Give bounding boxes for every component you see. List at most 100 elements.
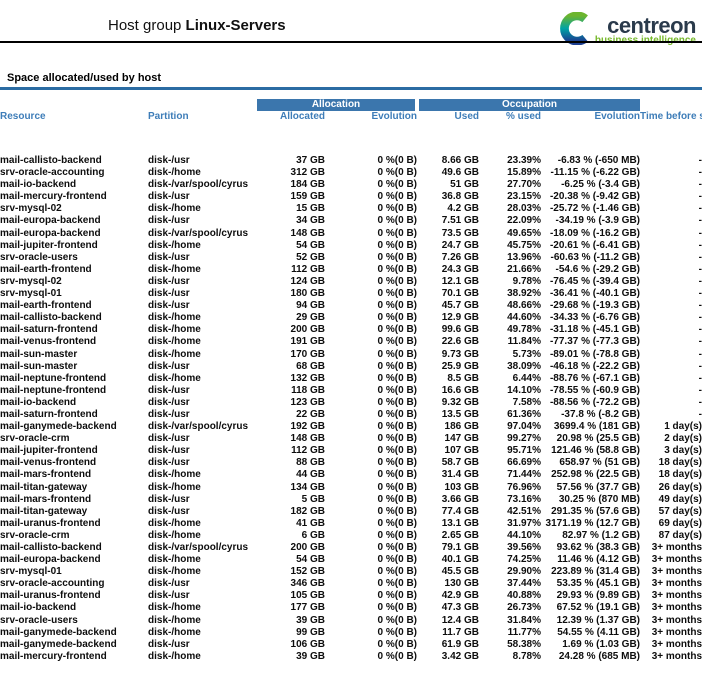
allocation-evolution-cell: 0 %(0 B)	[377, 384, 417, 396]
pct-used-cell: 42.51%	[507, 505, 541, 517]
occupation-evolution-cell: -78.55 % (-60.9 GB)	[549, 384, 641, 396]
page-title-label: Host group	[108, 17, 182, 34]
table-row: mail-callisto-backend disk-/var/spool/cyr…	[0, 542, 702, 554]
pct-used-cell: 39.56%	[507, 542, 541, 553]
allocated-cell: 124 GB	[290, 275, 325, 287]
pct-used-cell: 15.89%	[507, 167, 541, 179]
resource-cell: mail-saturn-frontend	[0, 408, 98, 420]
pct-used-cell: 9.78%	[512, 275, 541, 287]
column-header-time-before-saturation: Time before saturation	[640, 111, 702, 122]
allocation-evolution-cell: 0 %(0 B)	[377, 529, 417, 541]
resource-cell: mail-uranus-frontend	[0, 590, 101, 602]
table-row: mail-mars-frontend disk-/home 44 GB 0 %(0 B…	[0, 469, 702, 481]
table-row: mail-ganymede-backend disk-/usr 106 GB 0 %(…	[0, 639, 702, 651]
allocated-cell: 68 GB	[296, 360, 325, 372]
partition-cell: disk-/home	[148, 602, 201, 614]
occupation-evolution-cell: 57.56 % (37.7 GB)	[556, 481, 641, 493]
time-before-saturation-cell: -	[698, 348, 702, 360]
time-before-saturation-cell: 3 day(s)	[664, 445, 702, 457]
resource-cell: srv-oracle-accounting	[0, 578, 105, 590]
resource-cell: srv-oracle-accounting	[0, 167, 105, 179]
pct-used-cell: 13.96%	[507, 251, 541, 263]
time-before-saturation-cell: -	[698, 408, 702, 420]
allocated-cell: 184 GB	[290, 179, 325, 191]
pct-used-cell: 58.38%	[507, 638, 541, 650]
used-cell: 4.2 GB	[447, 203, 479, 215]
pct-used-cell: 23.15%	[507, 191, 541, 203]
centreon-logo: centreon business intelligence	[557, 11, 697, 50]
occupation-evolution-cell: 54.55 % (4.11 GB)	[557, 626, 641, 638]
time-before-saturation-cell: -	[698, 179, 702, 191]
occupation-evolution-cell: 252.98 % (22.5 GB)	[551, 469, 641, 481]
pct-used-cell: 7.58%	[512, 396, 541, 408]
table-row: mail-europa-backend disk-/usr 34 GB 0 %(0 B…	[0, 215, 702, 227]
pct-used-cell: 28.03%	[507, 203, 541, 215]
time-before-saturation-cell: 3+ months	[651, 578, 702, 590]
group-header-spacer	[0, 99, 252, 111]
occupation-evolution-cell: -54.6 % (-29.2 GB)	[555, 263, 641, 275]
section-divider	[0, 87, 702, 90]
table-row: mail-saturn-frontend disk-/home 200 GB 0 %(…	[0, 324, 702, 336]
pct-used-cell: 6.44%	[512, 372, 541, 384]
table-row: mail-titan-gateway disk-/home 134 GB 0 %(0 …	[0, 482, 702, 494]
used-cell: 45.7 GB	[441, 300, 479, 312]
allocation-evolution-cell: 0 %(0 B)	[377, 324, 417, 336]
used-cell: 13.1 GB	[441, 517, 479, 529]
table-row: srv-oracle-users disk-/home 39 GB 0 %(0 B) 1…	[0, 615, 702, 627]
used-cell: 51 GB	[450, 179, 479, 191]
partition-cell: disk-/home	[148, 263, 201, 275]
pct-used-cell: 74.25%	[507, 554, 541, 566]
partition-cell: disk-/usr	[148, 155, 190, 166]
allocation-evolution-cell: 0 %(0 B)	[377, 566, 417, 578]
used-cell: 2.65 GB	[441, 529, 479, 541]
table-row: srv-oracle-users disk-/usr 52 GB 0 %(0 B) 7.…	[0, 252, 702, 264]
allocated-cell: 54 GB	[296, 239, 325, 251]
used-cell: 73.5 GB	[441, 227, 479, 239]
allocated-cell: 44 GB	[296, 469, 325, 481]
time-before-saturation-cell: -	[698, 239, 702, 251]
table-row: srv-mysql-01 disk-/usr 180 GB 0 %(0 B) 70.1 …	[0, 288, 702, 300]
allocated-cell: 170 GB	[290, 348, 325, 360]
table-row: mail-uranus-frontend disk-/usr 105 GB 0 %(0…	[0, 590, 702, 602]
allocation-evolution-cell: 0 %(0 B)	[377, 602, 417, 614]
partition-cell: disk-/home	[148, 336, 201, 348]
pct-used-cell: 21.66%	[507, 263, 541, 275]
allocated-cell: 152 GB	[290, 566, 325, 578]
time-before-saturation-cell: -	[698, 336, 702, 348]
used-cell: 70.1 GB	[441, 288, 479, 300]
time-before-saturation-cell: 18 day(s)	[658, 469, 702, 481]
occupation-evolution-cell: -34.19 % (-3.9 GB)	[555, 215, 641, 227]
allocation-evolution-cell: 0 %(0 B)	[377, 348, 417, 360]
used-cell: 107 GB	[444, 445, 479, 457]
partition-cell: disk-/home	[148, 566, 201, 578]
pct-used-cell: 97.04%	[507, 421, 541, 433]
allocated-cell: 132 GB	[290, 372, 325, 384]
allocation-evolution-cell: 0 %(0 B)	[377, 300, 417, 312]
allocation-evolution-cell: 0 %(0 B)	[377, 469, 417, 481]
resource-cell: mail-venus-frontend	[0, 457, 97, 469]
pct-used-cell: 49.78%	[507, 324, 541, 336]
allocated-cell: 112 GB	[291, 445, 325, 457]
allocation-evolution-cell: 0 %(0 B)	[377, 396, 417, 408]
logo-text: centreon business intelligence	[595, 15, 697, 46]
partition-cell: disk-/usr	[148, 493, 190, 505]
time-before-saturation-cell: 3+ months	[651, 590, 702, 602]
centreon-c-icon	[557, 11, 590, 50]
used-cell: 16.6 GB	[441, 384, 479, 396]
occupation-evolution-cell: 3699.4 % (181 GB)	[553, 421, 641, 433]
pct-used-cell: 48.66%	[507, 300, 541, 312]
occupation-evolution-cell: 658.97 % (51 GB)	[559, 457, 641, 469]
pct-used-cell: 73.16%	[507, 493, 541, 505]
resource-cell: mail-titan-gateway	[0, 505, 88, 517]
partition-cell: disk-/usr	[148, 408, 190, 420]
allocation-evolution-cell: 0 %(0 B)	[377, 578, 417, 590]
pct-used-cell: 76.96%	[507, 481, 541, 493]
time-before-saturation-cell: -	[698, 203, 702, 215]
pct-used-cell: 66.69%	[507, 457, 541, 469]
pct-used-cell: 95.71%	[507, 445, 541, 457]
allocated-cell: 346 GB	[290, 578, 325, 590]
column-header-allocated: Allocated	[279, 111, 325, 122]
pct-used-cell: 29.90%	[507, 566, 541, 578]
pct-used-cell: 5.73%	[512, 348, 541, 360]
resource-cell: srv-oracle-users	[0, 251, 78, 263]
